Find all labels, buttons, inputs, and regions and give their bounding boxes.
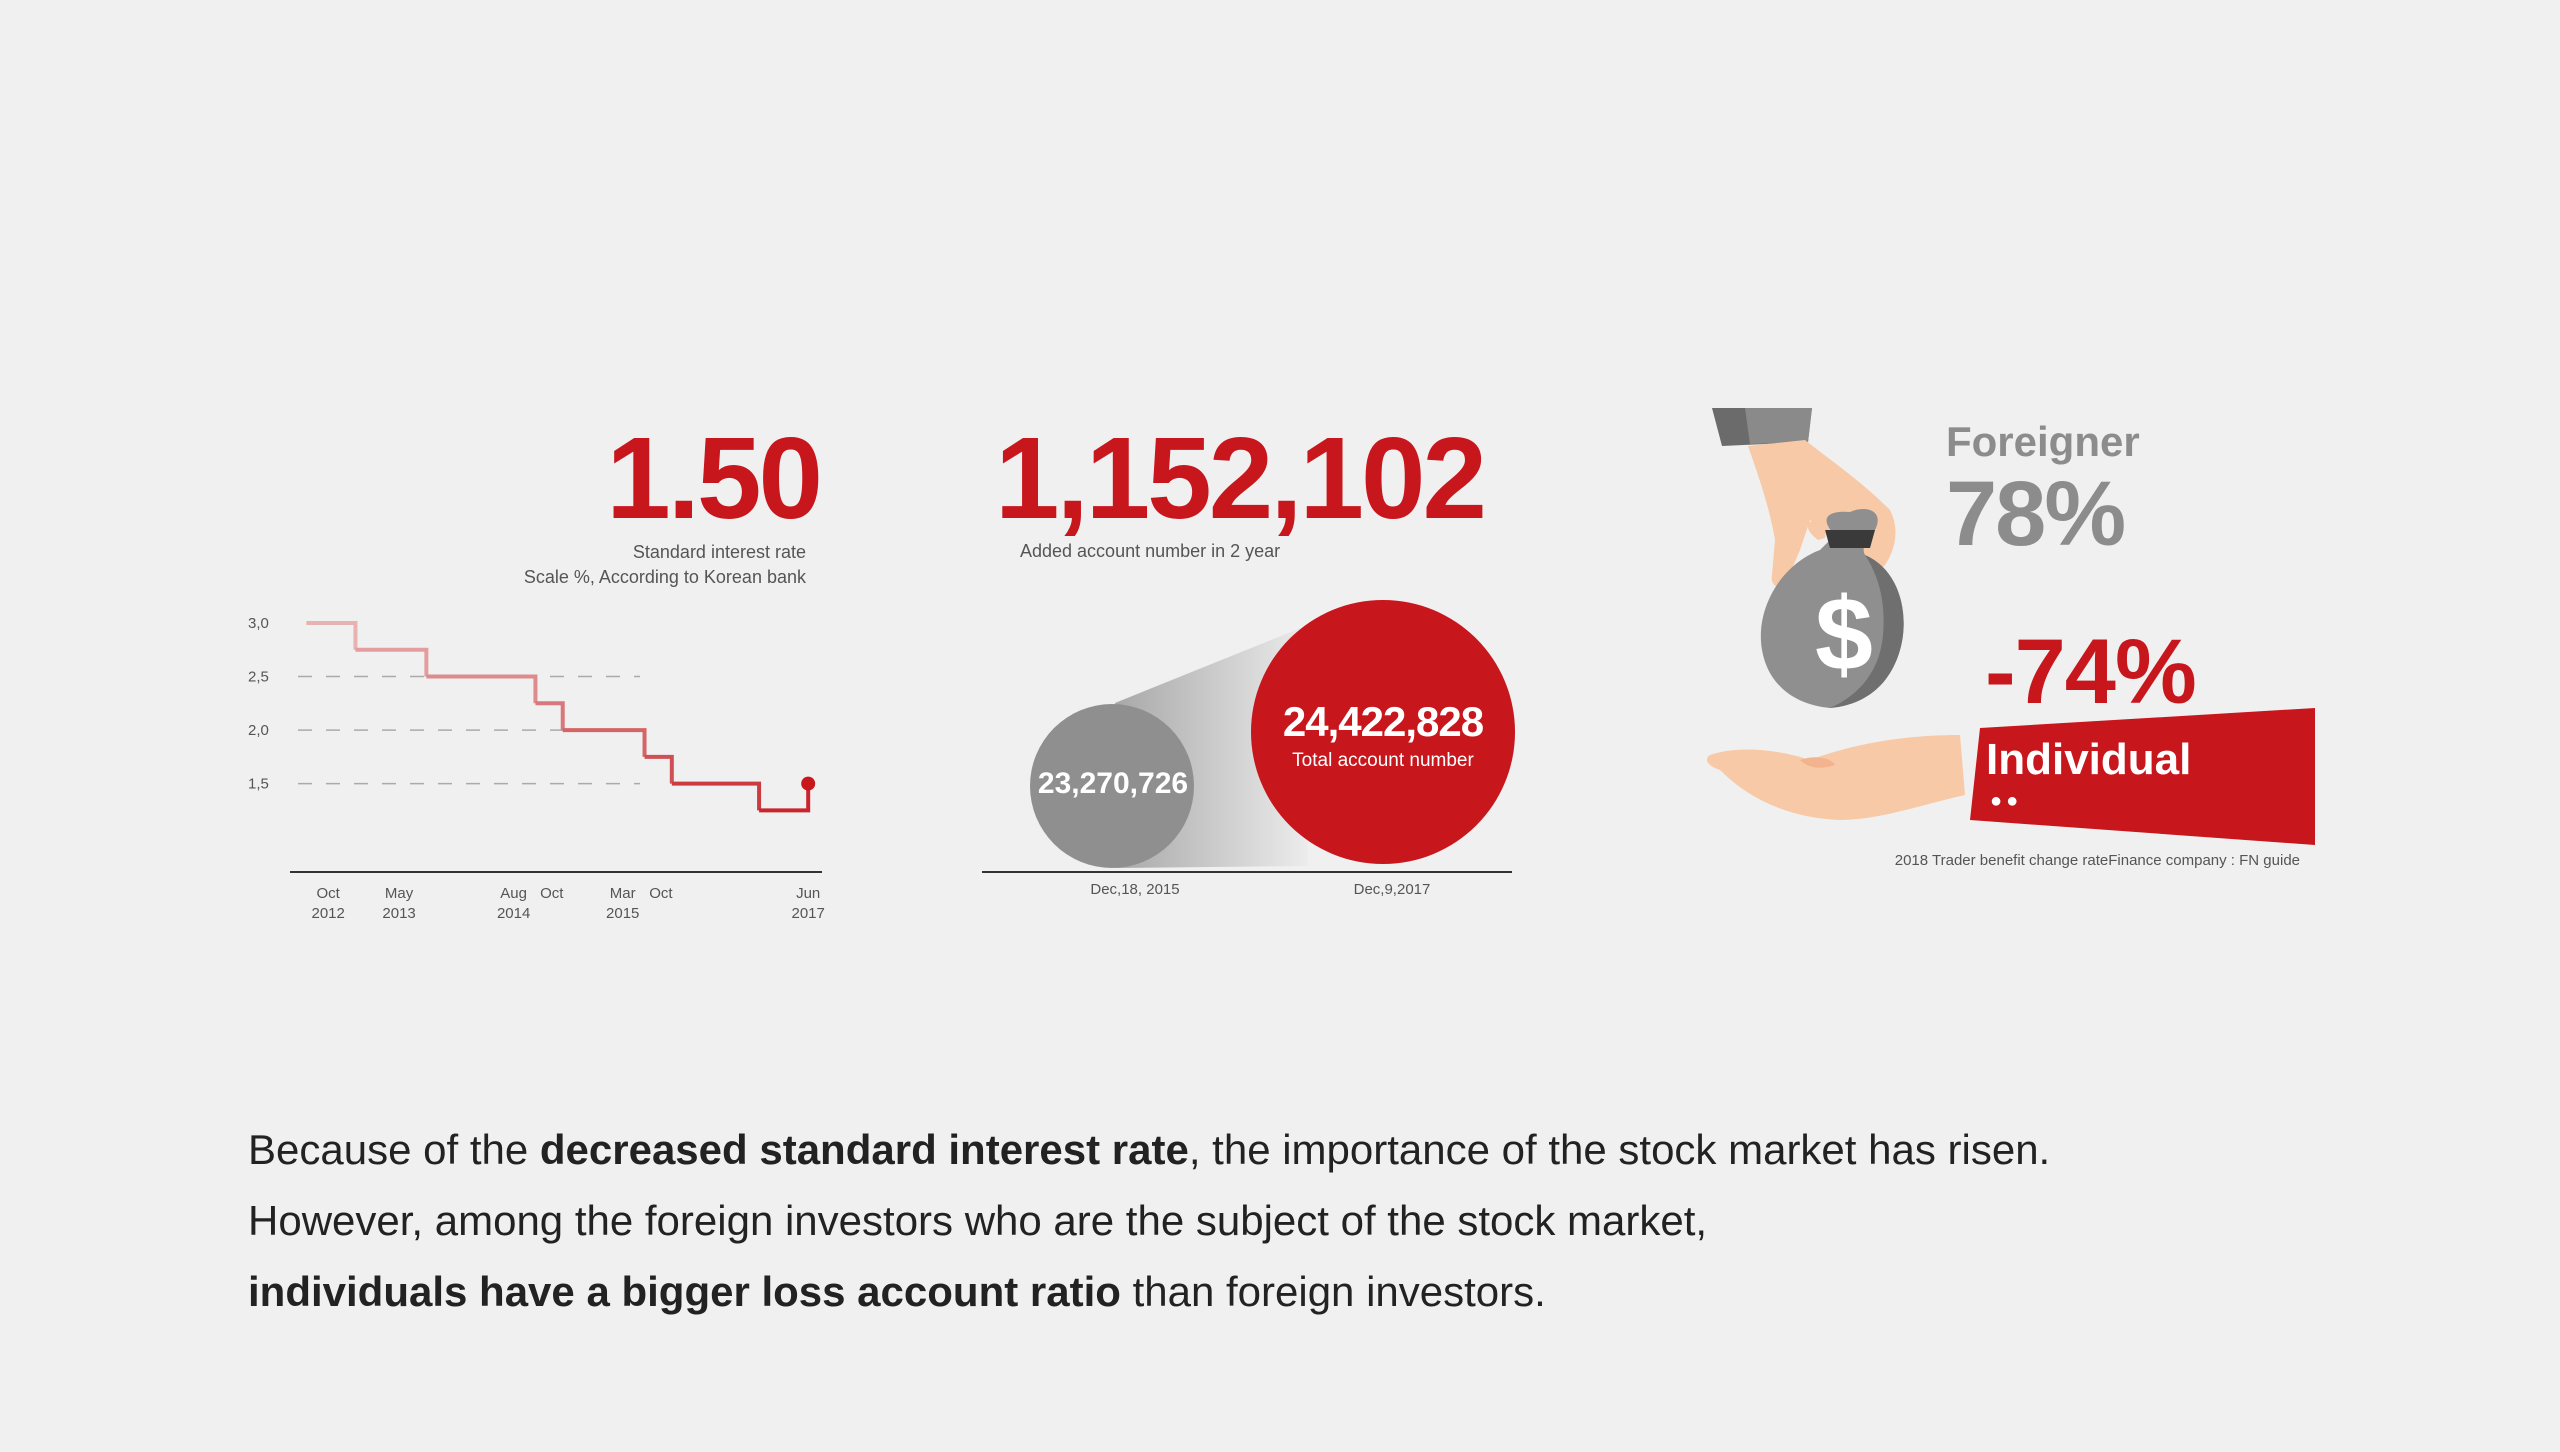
interest-rate-caption-2: Scale %, According to Korean bank bbox=[523, 567, 806, 587]
x-tick-label: Aug bbox=[500, 885, 527, 902]
circle-2017 bbox=[1251, 600, 1515, 864]
summary-line-3: individuals have a bigger loss account r… bbox=[248, 1256, 2348, 1327]
rate-step-segment bbox=[355, 647, 429, 677]
interest-rate-chart: 3,0 2,5 2,0 1,5 Oct 2012 May 2013 Aug 2014 Oct Mar 2… bbox=[248, 615, 825, 922]
rate-step-segment bbox=[644, 754, 674, 784]
x-tick-label: Mar bbox=[610, 885, 636, 902]
y-tick-label: 1,5 bbox=[248, 776, 269, 793]
y-tick-label: 2,0 bbox=[248, 722, 269, 739]
rate-step-segment bbox=[671, 781, 762, 811]
x-tick-label: Oct bbox=[649, 885, 673, 902]
lower-hand bbox=[1707, 735, 1965, 820]
source-note: 2018 Trader benefit change rateFinance c… bbox=[1894, 852, 2300, 869]
foreigner-value: 78% bbox=[1946, 463, 2126, 565]
rate-step-segment bbox=[426, 674, 538, 704]
x-tick-label: 2014 bbox=[497, 905, 530, 922]
summary-emphasis-2: individuals have a bigger loss account r… bbox=[248, 1268, 1121, 1315]
rate-step-segment bbox=[535, 701, 565, 731]
summary-emphasis-1: decreased standard interest rate bbox=[539, 1126, 1189, 1173]
interest-rate-caption-1: Standard interest rate bbox=[632, 542, 806, 562]
y-tick-label: 3,0 bbox=[248, 615, 269, 632]
individual-value: -74% bbox=[1985, 621, 2197, 723]
value-2015: 23,270,726 bbox=[1037, 767, 1189, 800]
rate-endpoint bbox=[801, 776, 816, 791]
banner-dots: ●● bbox=[1990, 790, 2023, 812]
rate-step-segment bbox=[759, 783, 811, 813]
summary-line-2-text: However, among the foreign investors who… bbox=[248, 1197, 1708, 1244]
accounts-chart bbox=[982, 600, 1515, 873]
rate-step-segment bbox=[306, 621, 358, 650]
foreigner-label: Foreigner bbox=[1946, 418, 2140, 465]
x-tick-label: Oct bbox=[540, 885, 564, 902]
circle-2015 bbox=[1030, 704, 1194, 868]
money-bag-illustration: $ bbox=[1707, 408, 1965, 820]
x-tick-label: 2012 bbox=[311, 905, 344, 922]
y-tick-label: 2,5 bbox=[248, 669, 269, 686]
added-accounts-headline: 1,152,102 bbox=[995, 413, 1487, 543]
summary-line-1-c: , the importance of the stock market has… bbox=[1188, 1126, 2051, 1173]
date-2015: Dec,18, 2015 bbox=[1090, 881, 1180, 898]
x-tick-label: 2015 bbox=[606, 905, 639, 922]
date-2017: Dec,9,2017 bbox=[1353, 881, 1431, 898]
summary-line-2: However, among the foreign investors who… bbox=[248, 1185, 2348, 1256]
summary-line-1: Because of the decreased standard intere… bbox=[248, 1114, 2348, 1185]
added-accounts-caption: Added account number in 2 year bbox=[1020, 541, 1281, 561]
individual-banner bbox=[1970, 708, 2315, 845]
summary-line-1-a: Because of the bbox=[248, 1126, 540, 1173]
value-2017-label: Total account number bbox=[1292, 750, 1474, 771]
x-tick-label: 2017 bbox=[791, 905, 824, 922]
dollar-icon: $ bbox=[1815, 577, 1873, 693]
rate-step-segment bbox=[562, 728, 647, 757]
interest-rate-headline: 1.50 bbox=[606, 413, 823, 543]
x-tick-label: Oct bbox=[317, 885, 341, 902]
value-2017: 24,422,828 bbox=[1282, 698, 1484, 745]
bag-tie bbox=[1825, 530, 1875, 548]
individual-label: Individual bbox=[1986, 735, 2192, 784]
x-tick-label: May bbox=[385, 885, 414, 902]
x-tick-label: 2013 bbox=[382, 905, 415, 922]
x-tick-label: Jun bbox=[796, 885, 820, 902]
summary-line-3-b: than foreign investors. bbox=[1120, 1268, 1546, 1315]
